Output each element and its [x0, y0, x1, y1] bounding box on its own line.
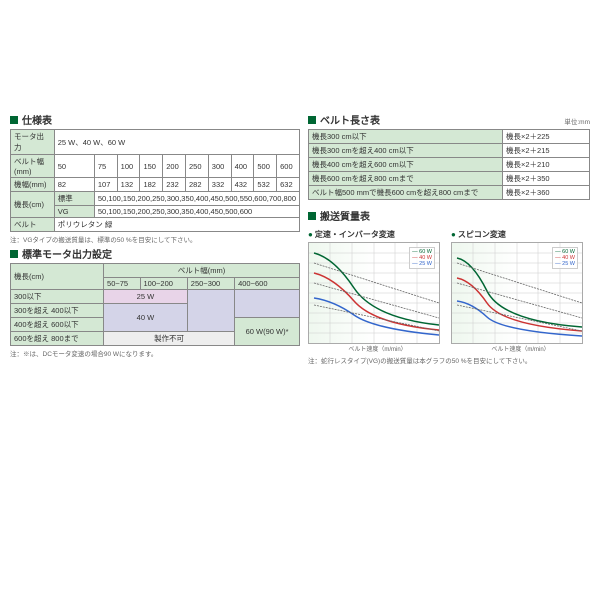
beltlen-title: ベルト長さ表	[308, 110, 380, 129]
mass-title: 搬送質量表	[308, 206, 590, 225]
spec-note: 注：VGタイプの搬送質量は、標準の50 %を目安にして下さい。	[10, 234, 300, 244]
motor-title: 標準モータ出力設定	[10, 244, 300, 263]
motor-note: 注：※は、DCモータ変速の場合90 Wになります。	[10, 348, 300, 358]
spec-title: 仕様表	[10, 110, 300, 129]
motor-table: 機長(cm)ベルト幅(mm) 50~75100~200250~300400~60…	[10, 263, 300, 346]
beltlen-table: 機長300 cm以下機長×2＋225 機長300 cmを超え400 cm以下機長…	[308, 129, 590, 200]
beltlen-unit: 単位:mm	[564, 116, 590, 126]
spec-table: モータ出力25 W、40 W、60 W ベルト幅(mm) 50751001502…	[10, 129, 300, 232]
chart-inverter: 定速・インバータ変速 — 60 W — 40 W	[308, 229, 447, 353]
chart-speedcon: スピコン変速 — 60 W — 40 W	[451, 229, 590, 353]
mass-note: 注：蛇行レスタイプ(VG)の搬送質量は本グラフの50 %を目安にして下さい。	[308, 355, 590, 365]
